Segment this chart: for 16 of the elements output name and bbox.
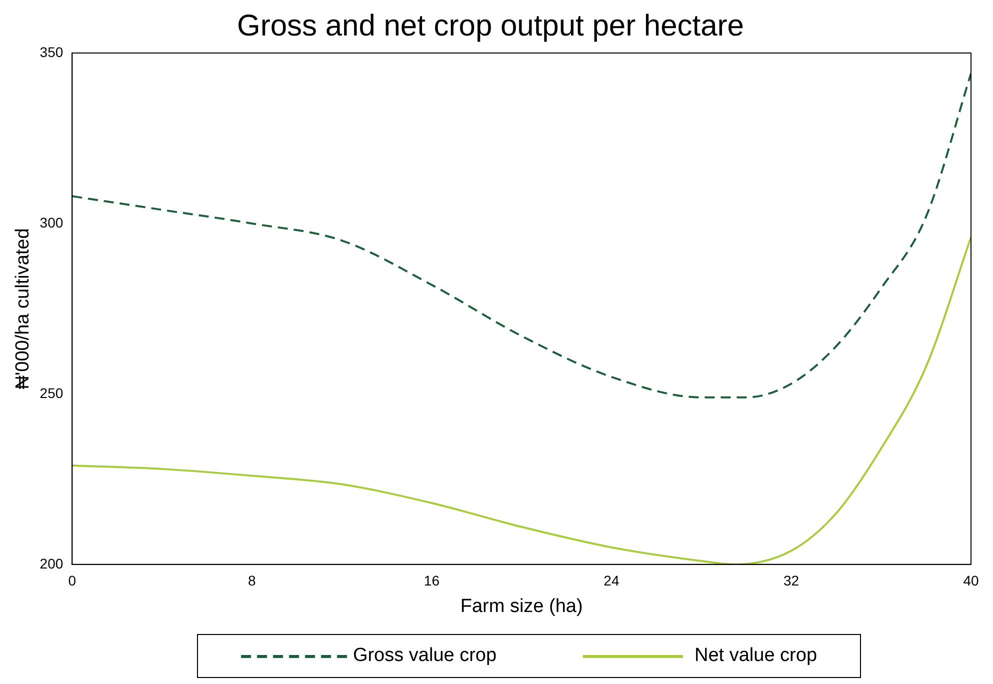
y-tick-label: 200 [40, 555, 64, 572]
x-axis-title: Farm size (ha) [460, 596, 583, 617]
x-tick-label: 32 [783, 572, 800, 589]
x-tick-label: 8 [248, 572, 256, 589]
y-tick-label: 300 [40, 214, 64, 230]
x-tick-label: 40 [963, 572, 979, 589]
x-tick-label: 0 [68, 572, 76, 589]
legend-label: Net value crop [694, 645, 818, 667]
x-tick-label: 24 [604, 572, 620, 589]
y-axis-title: ₦'000/ha cultivated [12, 228, 34, 390]
x-tick-label: 16 [424, 572, 440, 589]
legend-label: Gross value crop [352, 645, 497, 667]
y-tick-label: 250 [40, 384, 64, 401]
line-series [72, 72, 971, 398]
y-tick-label: 350 [40, 44, 64, 60]
chart-title: Gross and net crop output per hectare [237, 9, 744, 42]
